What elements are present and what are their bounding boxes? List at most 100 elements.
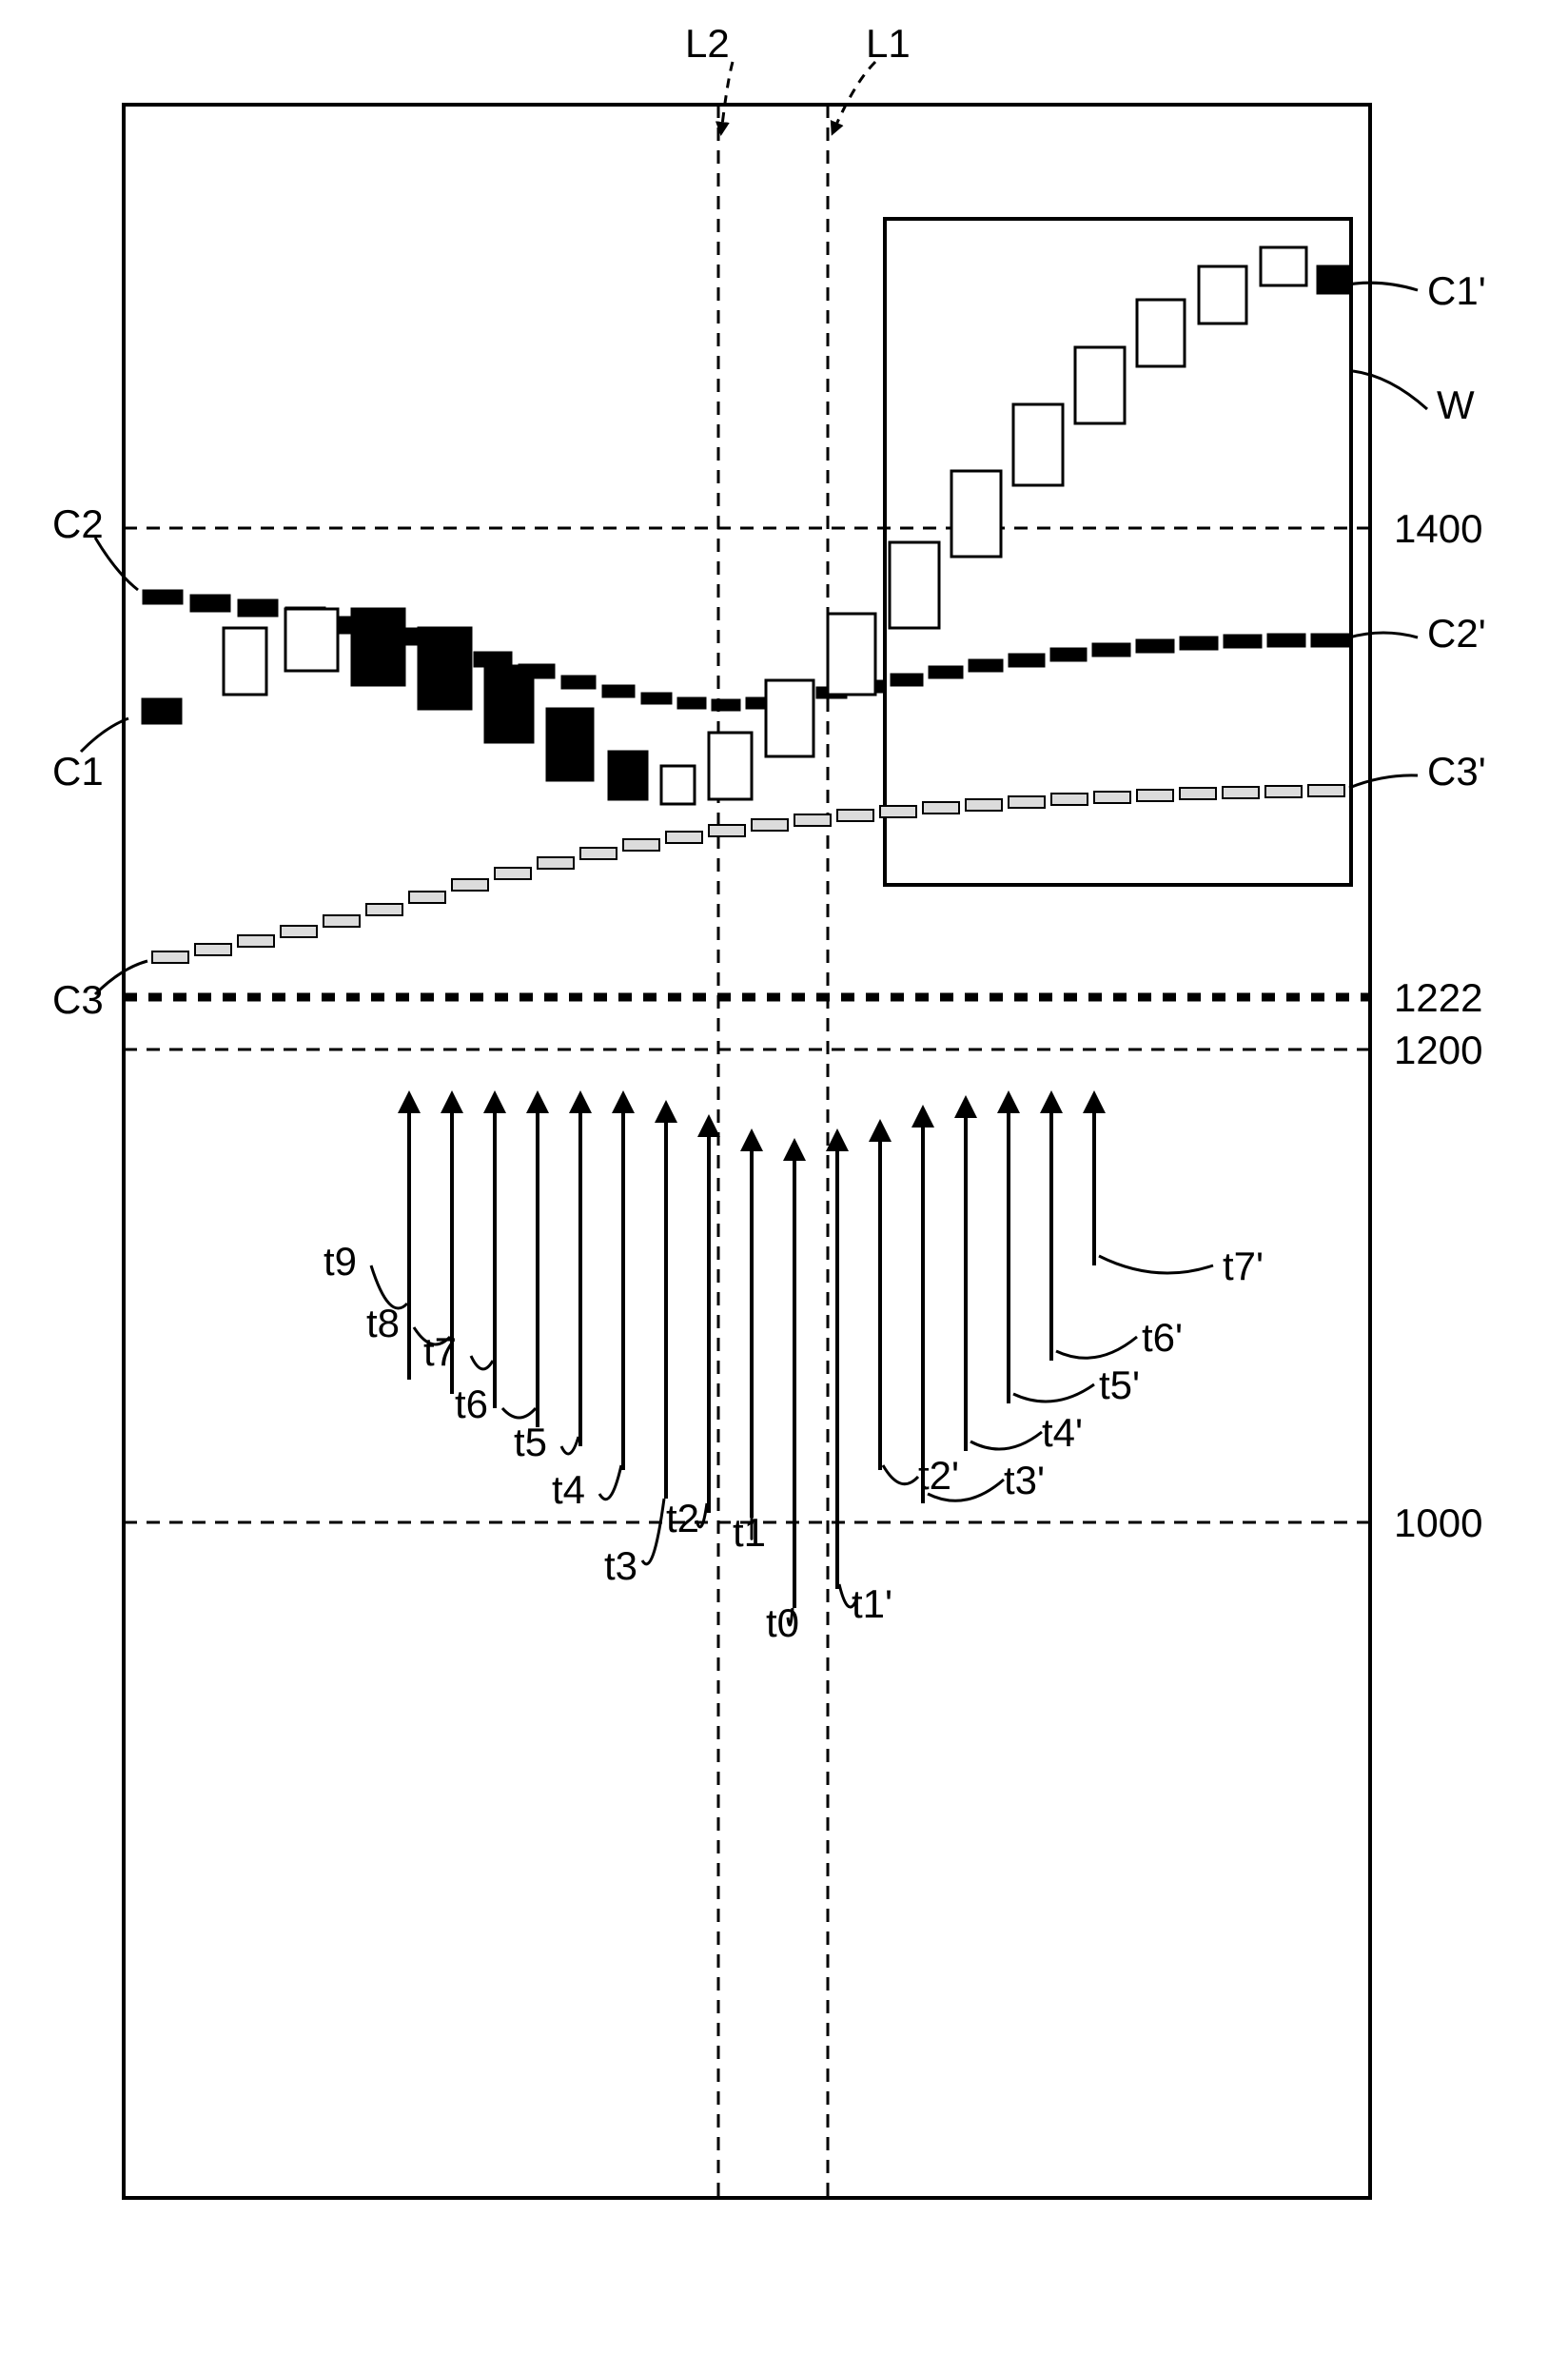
- label-c1p: C1': [1427, 268, 1486, 313]
- c2-marker-12: [677, 697, 706, 709]
- c1-marker-13: [951, 471, 1001, 557]
- c2-marker-18: [891, 674, 923, 686]
- c1-marker-1: [224, 628, 266, 695]
- c3-marker-13: [709, 825, 745, 836]
- c1-marker-6: [547, 709, 593, 780]
- c2-marker-26: [1224, 635, 1262, 648]
- leader-c2p: [1349, 633, 1418, 637]
- c1-marker-9: [709, 733, 752, 799]
- leader-c2: [95, 538, 138, 590]
- c2-marker-22: [1050, 648, 1087, 661]
- leader-L2: [721, 62, 733, 133]
- c3-marker-8: [495, 868, 531, 879]
- c1-marker-19: [1318, 266, 1351, 293]
- leader-c3p: [1349, 775, 1418, 788]
- c3-marker-25: [1223, 787, 1259, 798]
- leader-t5: [561, 1437, 578, 1454]
- label-w: W: [1437, 382, 1475, 427]
- label-t4: t4: [552, 1467, 585, 1512]
- leader-L1: [833, 62, 875, 133]
- c3-marker-24: [1180, 788, 1216, 799]
- c1-marker-10: [766, 680, 813, 756]
- c1-marker-2: [285, 609, 338, 671]
- label-t6: t6: [455, 1382, 488, 1426]
- c3-marker-15: [794, 814, 831, 826]
- c1-marker-4: [419, 628, 471, 709]
- leader-t3: [642, 1499, 664, 1564]
- leader-t6p: [1056, 1337, 1137, 1358]
- label-t5: t5: [514, 1420, 547, 1464]
- leader-t4p: [970, 1432, 1042, 1449]
- c1-marker-3: [352, 609, 404, 685]
- c3-marker-7: [452, 879, 488, 891]
- c2-marker-25: [1180, 637, 1218, 650]
- leader-w: [1353, 371, 1427, 409]
- label-t9: t9: [323, 1239, 357, 1284]
- c3-marker-16: [837, 810, 873, 821]
- c3-marker-22: [1094, 792, 1130, 803]
- label-t1p: t1': [852, 1581, 892, 1626]
- c3-marker-10: [580, 848, 617, 859]
- leader-t7: [471, 1356, 493, 1369]
- c3-marker-12: [666, 832, 702, 843]
- c2-marker-28: [1311, 634, 1349, 647]
- label-t7: t7: [423, 1329, 457, 1374]
- c2-marker-13: [712, 699, 740, 711]
- c1-marker-8: [661, 766, 695, 804]
- c3-marker-11: [623, 839, 659, 851]
- leader-t6: [502, 1408, 536, 1418]
- c3-marker-5: [366, 904, 402, 915]
- c2-marker-19: [929, 666, 963, 678]
- label-t1: t1: [733, 1510, 766, 1555]
- c2-marker-11: [641, 693, 672, 704]
- c1-marker-15: [1075, 347, 1125, 423]
- c1-marker-11: [828, 614, 875, 695]
- c2-marker-9: [561, 676, 596, 689]
- c3-marker-0: [152, 951, 188, 963]
- c3-marker-17: [880, 806, 916, 817]
- c3-marker-4: [323, 915, 360, 927]
- ylabel-1200: 1200: [1394, 1028, 1482, 1072]
- c1-marker-12: [890, 542, 939, 628]
- label-t3p: t3': [1004, 1458, 1045, 1502]
- c3-marker-20: [1009, 796, 1045, 808]
- c2-marker-10: [602, 685, 635, 697]
- outer-frame: [124, 105, 1370, 2198]
- label-t3: t3: [604, 1543, 637, 1588]
- c1-marker-17: [1199, 266, 1246, 324]
- c2-marker-27: [1267, 634, 1305, 647]
- c1-marker-7: [609, 752, 647, 799]
- c3-marker-18: [923, 802, 959, 814]
- label-t7p: t7': [1223, 1244, 1264, 1288]
- label-c3p: C3': [1427, 749, 1486, 794]
- label-c2p: C2': [1427, 611, 1486, 656]
- label-t8: t8: [366, 1301, 400, 1345]
- c3-marker-26: [1265, 786, 1302, 797]
- c1-marker-16: [1137, 300, 1185, 366]
- leader-t2p: [883, 1465, 918, 1484]
- label-t4p: t4': [1042, 1410, 1083, 1455]
- label-c1: C1: [52, 749, 104, 794]
- label-c3: C3: [52, 977, 104, 1022]
- c3-marker-9: [538, 857, 574, 869]
- c3-marker-19: [966, 799, 1002, 811]
- c3-marker-6: [409, 892, 445, 903]
- c3-marker-23: [1137, 790, 1173, 801]
- diagram-svg: 1400122212001000L2L1WC2C2'C3C3'C1C1't9t8…: [0, 0, 1568, 2353]
- label-t6p: t6': [1142, 1315, 1183, 1360]
- leader-t7p: [1099, 1256, 1213, 1273]
- c1-marker-5: [485, 666, 533, 742]
- c2-marker-0: [143, 590, 183, 604]
- c2-marker-23: [1092, 643, 1130, 657]
- c3-marker-3: [281, 926, 317, 937]
- leader-t5p: [1013, 1384, 1094, 1402]
- c2-marker-2: [238, 599, 278, 617]
- c1-marker-18: [1261, 247, 1306, 285]
- c3-marker-14: [752, 819, 788, 831]
- c2-marker-1: [190, 595, 230, 612]
- c1-marker-14: [1013, 404, 1063, 485]
- label-t0: t0: [766, 1600, 799, 1645]
- c2-marker-21: [1009, 654, 1045, 667]
- c1-marker-0: [143, 699, 181, 723]
- label-L1: L1: [866, 21, 911, 66]
